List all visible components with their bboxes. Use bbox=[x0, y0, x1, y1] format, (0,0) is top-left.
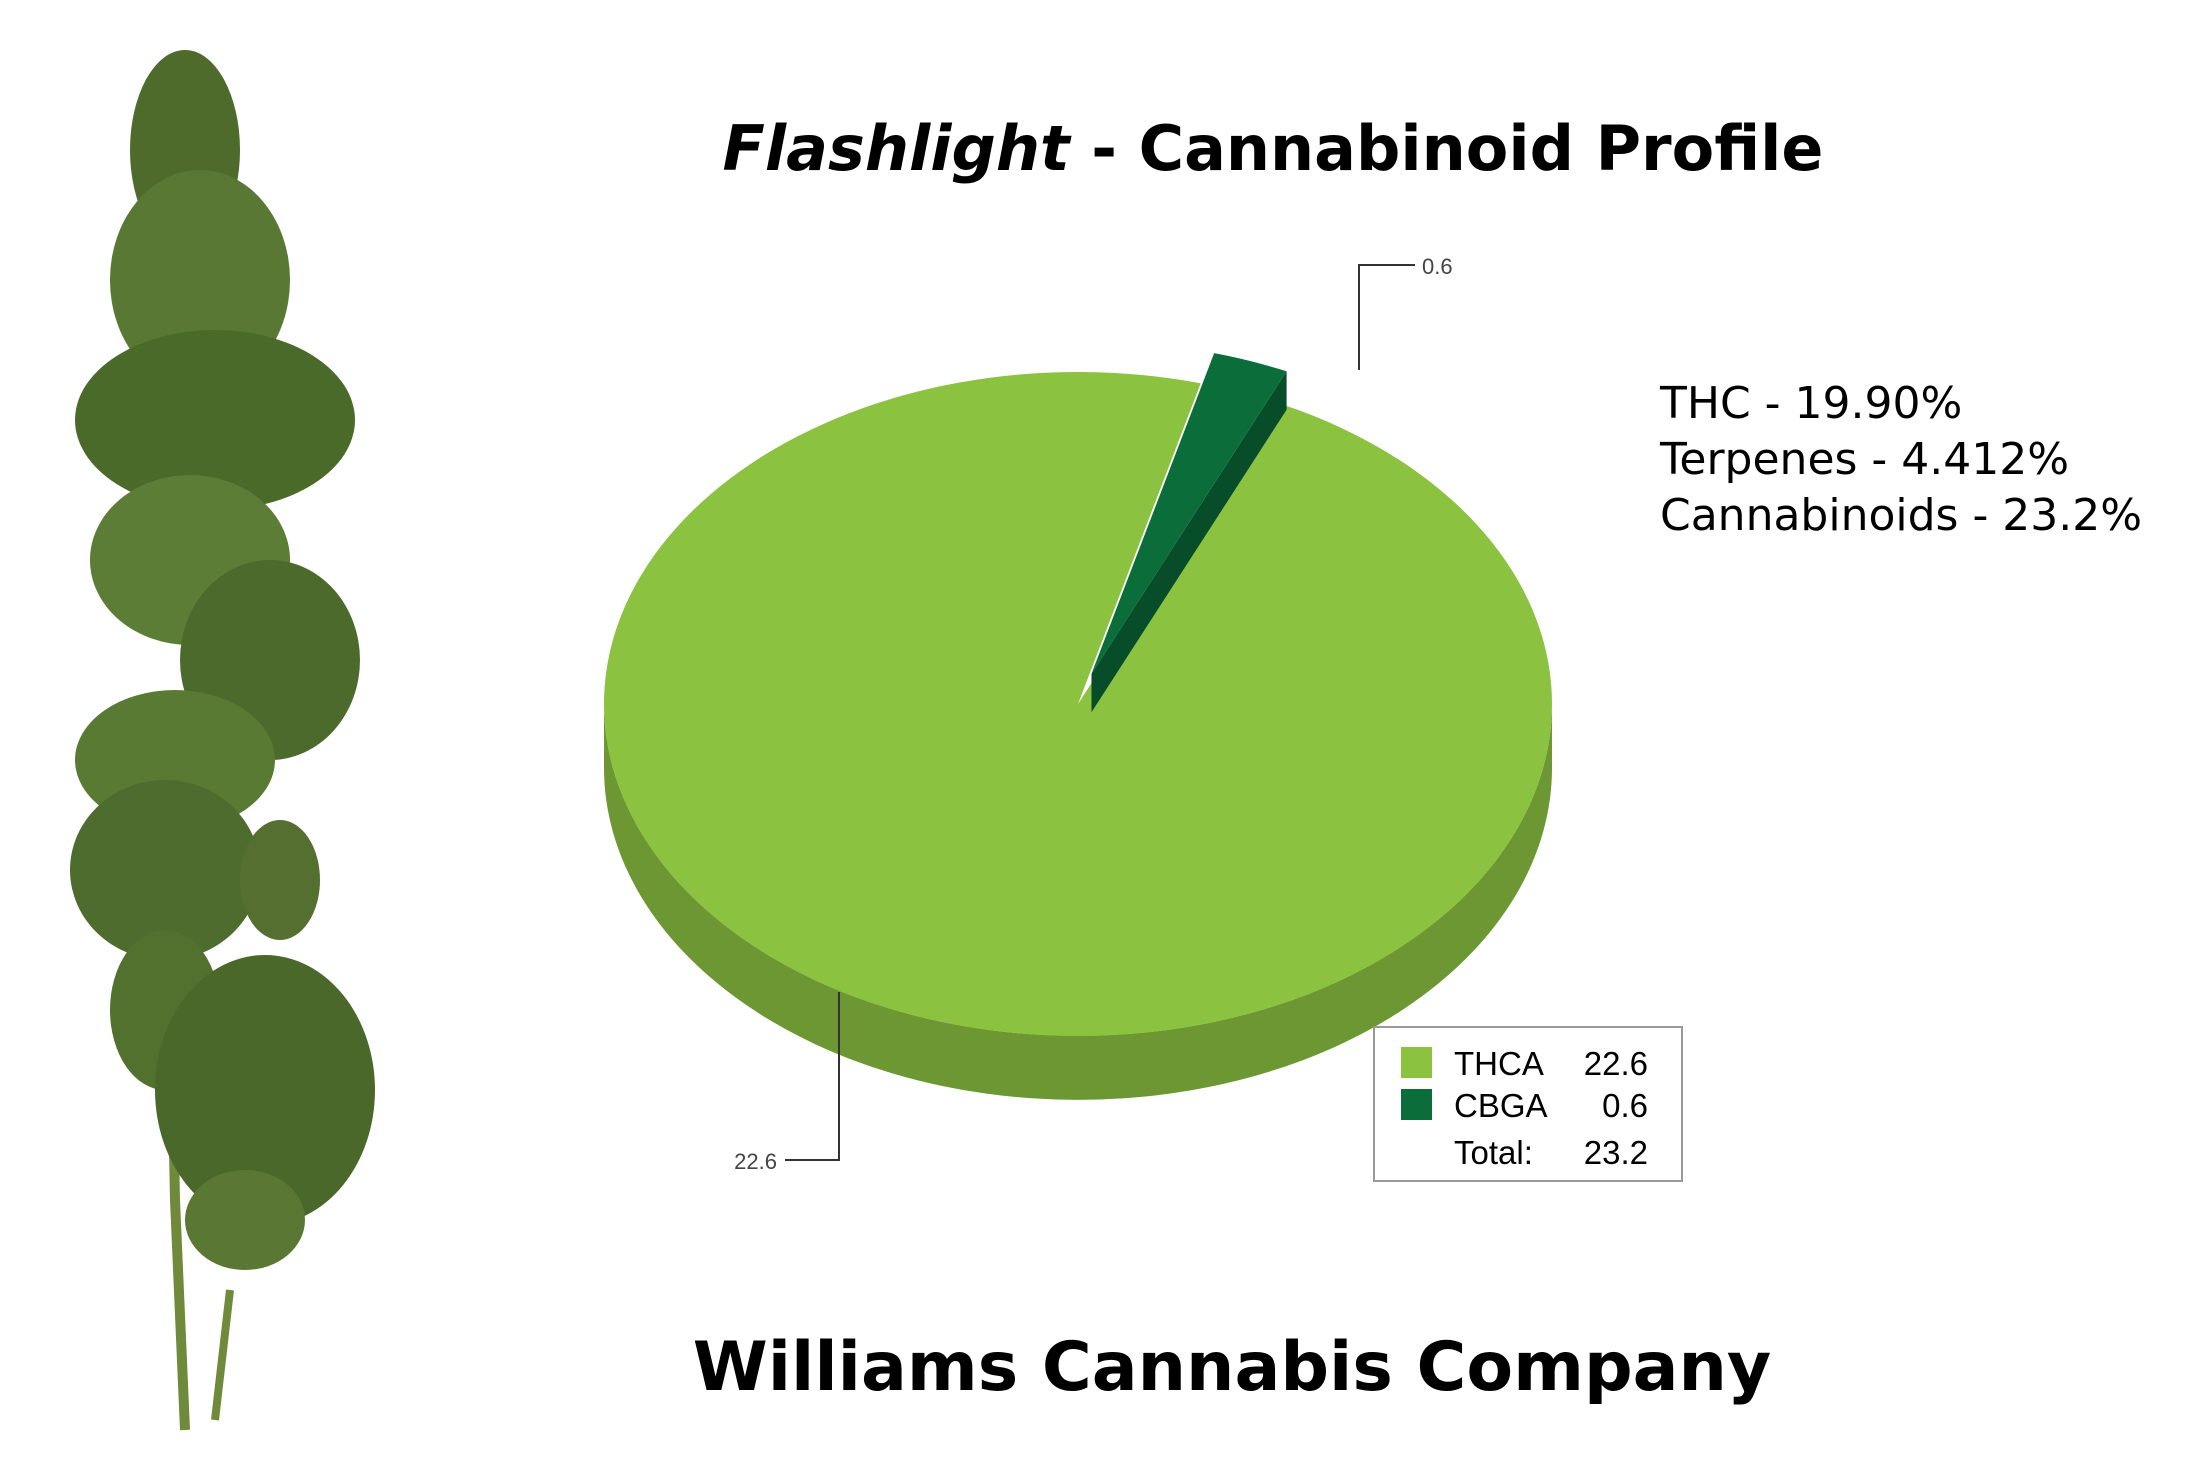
pie-side bbox=[1091, 371, 1287, 713]
annotation: Cannabinoids - 23.2% bbox=[1660, 490, 2142, 541]
legend: THCA 22.6 CBGA 0.6 Total: 23.2 bbox=[1401, 1045, 1648, 1171]
legend-label: THCA bbox=[1454, 1045, 1544, 1082]
legend-value: 22.6 bbox=[1584, 1045, 1648, 1082]
pie-slice-group bbox=[603, 372, 1552, 1100]
title-text: - Cannabinoid Profile bbox=[1091, 112, 1823, 185]
title-strain: Flashlight bbox=[723, 112, 1073, 185]
legend-value: 0.6 bbox=[1602, 1087, 1648, 1124]
data-label: 0.6 bbox=[1422, 254, 1453, 279]
pie-slice bbox=[603, 372, 1552, 1037]
annotation: THC - 19.90% bbox=[1659, 378, 1962, 429]
pie-slice bbox=[1091, 353, 1287, 674]
pie: 0.6 22.6 bbox=[603, 254, 1552, 1174]
chart-title: Flashlight - Cannabinoid Profile bbox=[723, 112, 1824, 185]
legend-total: 23.2 bbox=[1584, 1134, 1648, 1171]
annotation: Terpenes - 4.412% bbox=[1659, 434, 2069, 485]
pie-slice-group bbox=[1091, 353, 1287, 713]
footer: Williams Cannabis Company bbox=[693, 1328, 1772, 1407]
annotations: THC - 19.90%Terpenes - 4.412%Cannabinoid… bbox=[1659, 378, 2142, 541]
pie-side bbox=[604, 704, 1552, 1100]
leader-line bbox=[1358, 264, 1415, 370]
leader-line bbox=[785, 992, 840, 1161]
legend-swatch bbox=[1401, 1089, 1432, 1120]
plant-image bbox=[70, 50, 375, 1431]
legend-total-label: Total: bbox=[1454, 1134, 1533, 1171]
legend-swatch bbox=[1401, 1047, 1432, 1078]
legend-label: CBGA bbox=[1454, 1087, 1548, 1124]
data-label: 22.6 bbox=[734, 1149, 777, 1174]
